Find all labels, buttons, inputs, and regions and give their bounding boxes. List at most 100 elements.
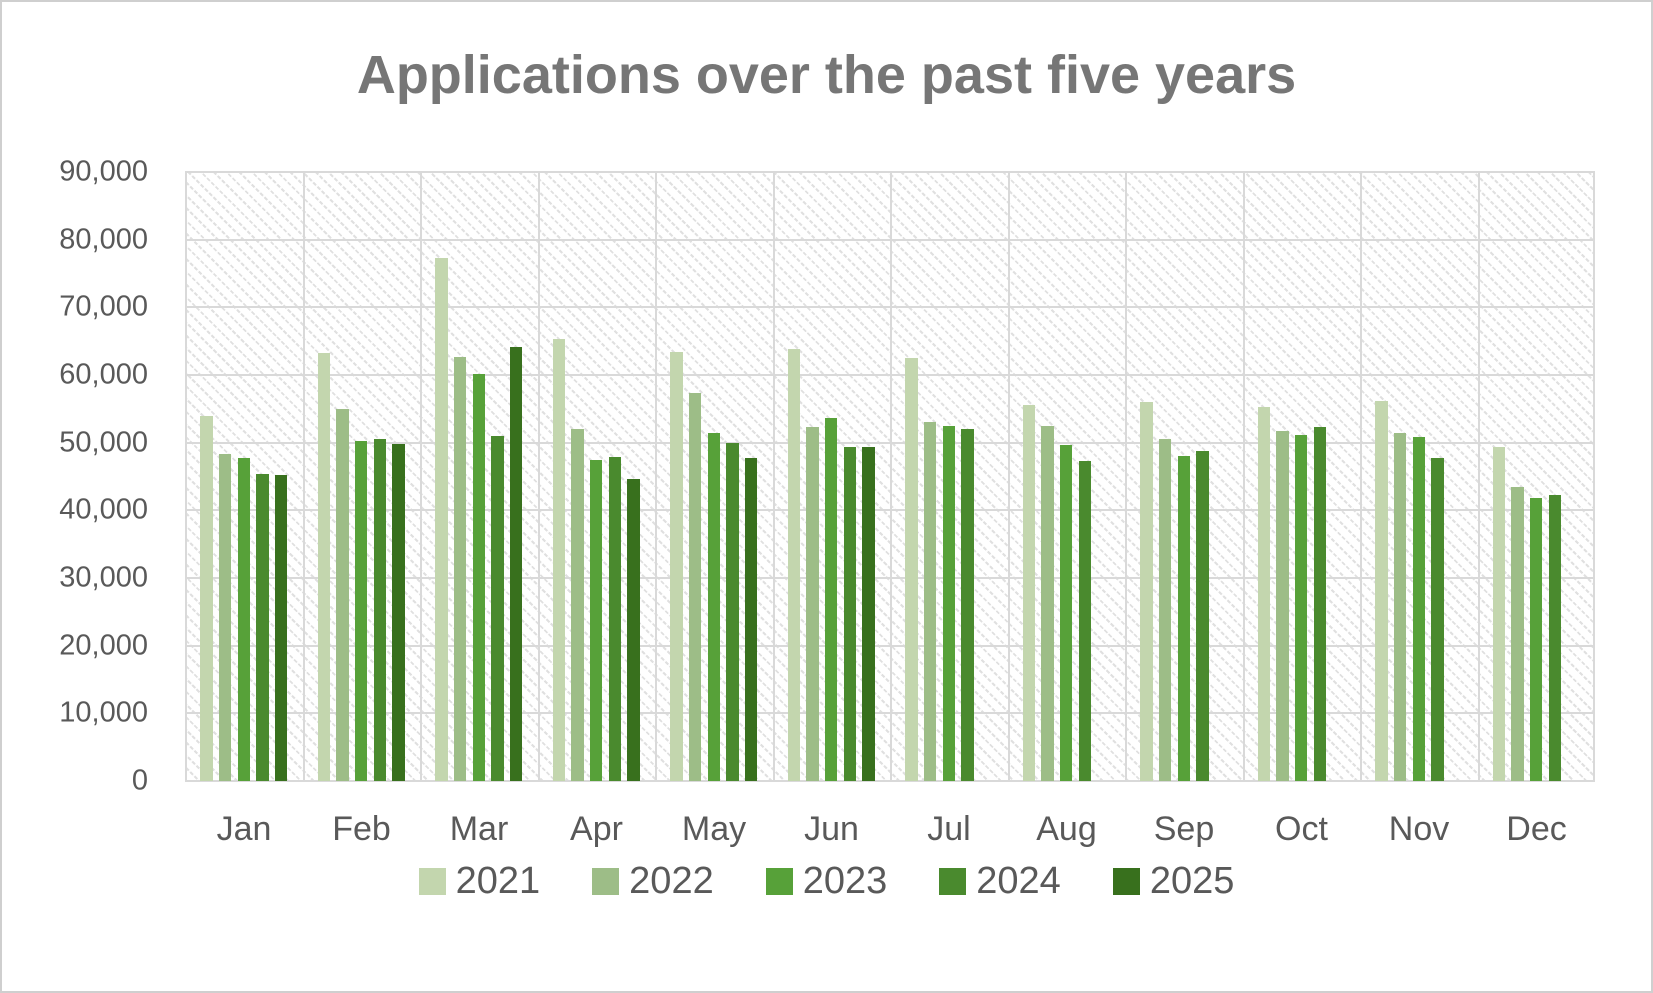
gridline-vertical <box>1007 172 1010 781</box>
x-tick-label-may: May <box>681 810 747 848</box>
bar-2024-may <box>726 442 739 781</box>
bar-2024-jun <box>843 447 857 781</box>
gridline-vertical <box>302 172 305 781</box>
gridline-vertical <box>537 172 540 781</box>
legend-label-2021: 2021 <box>455 860 541 902</box>
bar-2021-jan <box>200 415 213 781</box>
bar-2022-jul <box>923 422 937 781</box>
bar-2024-oct <box>1313 427 1327 781</box>
y-tick-label: 40,000 <box>59 493 148 526</box>
bar-2025-jun <box>862 446 875 781</box>
bar-2023-jun <box>825 417 838 781</box>
bar-2021-jun <box>787 349 801 781</box>
bar-2021-dec <box>1492 447 1506 781</box>
y-tick-label: 60,000 <box>59 358 148 391</box>
bar-2023-aug <box>1060 444 1073 781</box>
x-tick-label-sep: Sep <box>1153 810 1215 848</box>
chart-title: Applications over the past five years <box>356 45 1297 105</box>
bar-2024-jan <box>256 473 269 781</box>
gridline-vertical <box>1242 172 1245 781</box>
bar-2024-mar <box>491 435 504 781</box>
bar-2024-feb <box>373 439 387 781</box>
x-tick-label-oct: Oct <box>1275 810 1328 848</box>
y-tick-label: 10,000 <box>59 696 148 729</box>
y-tick-label: 90,000 <box>59 155 148 188</box>
gridline-vertical <box>1125 172 1127 781</box>
bar-2022-aug <box>1041 426 1054 781</box>
bar-2022-dec <box>1511 486 1524 781</box>
bar-2022-jun <box>806 427 819 781</box>
bar-2025-apr <box>627 479 640 781</box>
bar-2021-mar <box>435 257 448 781</box>
bar-2021-jul <box>905 358 918 781</box>
legend-label-2024: 2024 <box>976 860 1061 902</box>
bar-2023-apr <box>590 460 603 781</box>
legend-item-2024: 2024 <box>939 860 1061 903</box>
bar-2023-dec <box>1530 498 1543 781</box>
bar-2024-dec <box>1548 495 1562 781</box>
bar-2023-feb <box>355 441 368 781</box>
bar-2022-mar <box>453 356 467 781</box>
gridline-vertical <box>420 172 422 781</box>
x-tick-label-apr: Apr <box>570 810 623 848</box>
bar-2021-apr <box>552 339 566 781</box>
legend-swatch-2023 <box>765 868 793 895</box>
x-tick-label-nov: Nov <box>1388 810 1450 848</box>
bar-2025-feb <box>392 444 405 781</box>
bar-2022-jan <box>218 453 232 781</box>
x-tick-label-feb: Feb <box>332 810 391 848</box>
legend-item-2025: 2025 <box>1112 860 1235 903</box>
bar-2022-feb <box>336 408 349 781</box>
bar-2021-may <box>670 352 683 781</box>
gridline-vertical <box>1360 172 1362 781</box>
bar-2021-oct <box>1257 407 1271 781</box>
bar-2021-nov <box>1375 400 1388 781</box>
x-tick-label-jan: Jan <box>216 810 272 848</box>
y-tick-label: 70,000 <box>59 290 148 323</box>
x-tick-label-aug: Aug <box>1036 810 1097 848</box>
bar-2023-may <box>707 433 720 781</box>
bar-2023-nov <box>1412 437 1425 781</box>
y-tick-label: 30,000 <box>59 561 148 594</box>
gridline-horizontal <box>185 780 1595 782</box>
bar-2022-oct <box>1276 431 1289 781</box>
gridline-vertical <box>890 172 892 781</box>
x-tick-label-jul: Jul <box>927 810 971 848</box>
bar-2021-aug <box>1022 404 1036 781</box>
bar-2022-may <box>688 392 702 781</box>
legend-swatch-2021 <box>418 868 446 895</box>
legend-swatch-2024 <box>939 868 967 895</box>
bar-2022-apr <box>571 429 584 781</box>
gridline-vertical <box>655 172 657 781</box>
bar-2024-apr <box>608 456 622 781</box>
bar-2025-jan <box>274 475 288 781</box>
bar-2023-mar <box>472 373 485 781</box>
legend-item-2022: 2022 <box>592 860 714 903</box>
legend-item-2021: 2021 <box>418 860 541 903</box>
gridline-vertical <box>1477 172 1480 781</box>
legend-label-2025: 2025 <box>1149 860 1235 902</box>
legend-label-2022: 2022 <box>629 860 714 902</box>
bar-2021-feb <box>317 353 331 781</box>
x-tick-label-jun: Jun <box>804 810 859 848</box>
legend-swatch-2022 <box>592 868 620 895</box>
bar-2025-mar <box>509 347 523 781</box>
legend: 2021 2022 2023 2024 2025 <box>2 860 1651 903</box>
x-tick-label-dec: Dec <box>1506 810 1567 848</box>
legend-item-2023: 2023 <box>765 860 887 903</box>
gridline-vertical <box>1593 172 1595 781</box>
bar-2023-jan <box>237 457 250 781</box>
bar-2024-jul <box>961 429 974 781</box>
legend-swatch-2025 <box>1112 868 1140 895</box>
bar-2022-sep <box>1158 439 1172 781</box>
bar-2023-jul <box>942 426 955 781</box>
y-tick-label: 80,000 <box>59 223 148 256</box>
bar-2021-sep <box>1140 402 1153 781</box>
y-tick-label: 50,000 <box>59 426 148 459</box>
y-tick-label: 0 <box>131 764 148 797</box>
gridline-vertical <box>185 172 187 781</box>
bar-2024-sep <box>1196 451 1209 781</box>
bar-2024-nov <box>1431 458 1444 781</box>
bar-2022-nov <box>1393 433 1407 781</box>
